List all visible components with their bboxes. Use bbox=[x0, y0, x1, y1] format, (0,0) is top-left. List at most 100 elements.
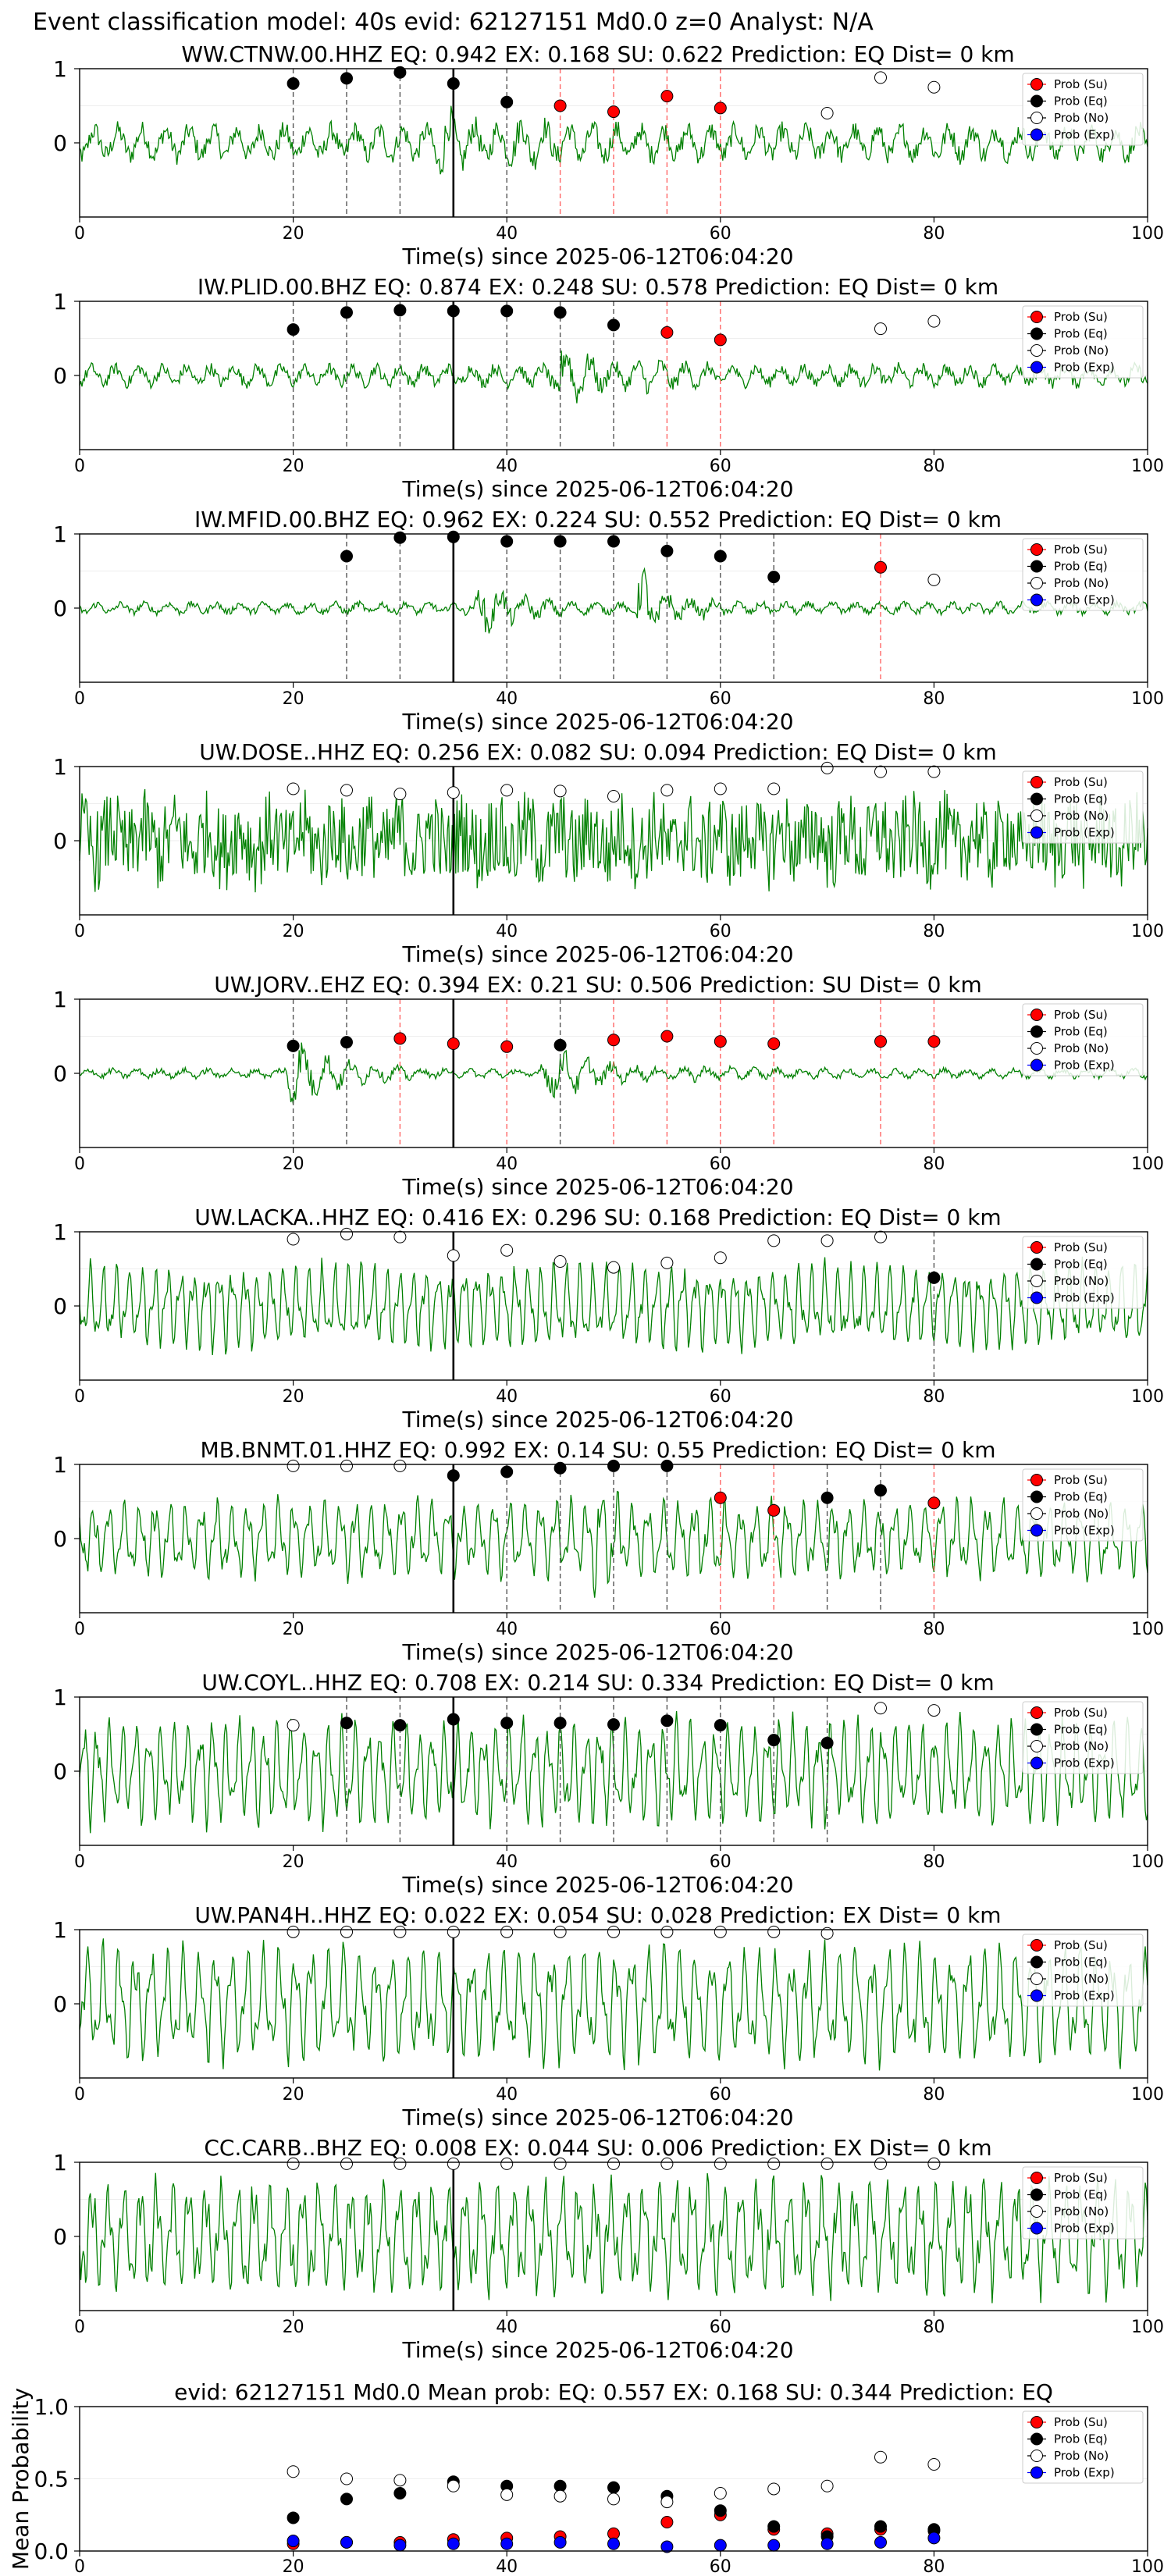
prob-marker-no-5 bbox=[607, 1261, 620, 1274]
prob-marker-su-1 bbox=[714, 333, 727, 347]
prob-marker-eq-2 bbox=[553, 535, 567, 548]
xtick-label-9: 60 bbox=[710, 2318, 731, 2337]
prob-marker-no-7 bbox=[287, 1719, 300, 1732]
prob-marker-no-2 bbox=[927, 573, 941, 586]
panel-4: UW.JORV..EHZ EQ: 0.394 EX: 0.21 SU: 0.50… bbox=[53, 972, 1164, 1200]
prob-marker-eq-7 bbox=[500, 1717, 514, 1730]
legend-marker-no-summary bbox=[1030, 2450, 1043, 2462]
prob-marker-no-5 bbox=[340, 1227, 353, 1240]
prob-marker-su-6 bbox=[767, 1503, 781, 1517]
ytick-label-3: 0 bbox=[53, 828, 67, 854]
prob-marker-no-5 bbox=[660, 1256, 674, 1269]
prob-marker-no-1 bbox=[927, 315, 941, 328]
xtick-label-0: 20 bbox=[283, 224, 304, 244]
waveform-trace-8 bbox=[79, 1938, 1148, 2071]
legend-label-exp-7: Prob (Exp) bbox=[1054, 1756, 1115, 1770]
prob-marker-no-8 bbox=[500, 1925, 514, 1938]
legend-label-exp-3: Prob (Exp) bbox=[1054, 826, 1115, 840]
ytick-label-9: 1 bbox=[53, 2150, 67, 2176]
xtick-label-8: 80 bbox=[923, 2085, 945, 2105]
ytick-label-8: 0 bbox=[53, 1991, 67, 2017]
legend-marker-no-2 bbox=[1030, 577, 1043, 589]
prob-marker-su-4 bbox=[714, 1035, 727, 1048]
legend-label-su-0: Prob (Su) bbox=[1054, 77, 1108, 91]
mean-prob-point-exp bbox=[660, 2540, 674, 2553]
prob-marker-eq-2 bbox=[767, 571, 781, 584]
legend-label-exp-1: Prob (Exp) bbox=[1054, 361, 1115, 375]
prob-marker-eq-6 bbox=[553, 1461, 567, 1475]
xlabel-3: Time(s) since 2025-06-12T06:04:20 bbox=[401, 941, 793, 967]
prob-marker-no-6 bbox=[393, 1459, 407, 1472]
prob-marker-eq-6 bbox=[607, 1459, 620, 1472]
prob-marker-no-9 bbox=[820, 2157, 834, 2170]
legend-marker-su-2 bbox=[1030, 543, 1043, 556]
summary-xtick-label: 0 bbox=[74, 2557, 85, 2576]
prob-marker-no-9 bbox=[553, 2157, 567, 2170]
legend-marker-eq-5 bbox=[1030, 1258, 1043, 1271]
panel-0: WW.CTNW.00.HHZ EQ: 0.942 EX: 0.168 SU: 0… bbox=[53, 41, 1164, 269]
ytick-label-8: 1 bbox=[53, 1917, 67, 1943]
prob-marker-no-8 bbox=[767, 1925, 781, 1938]
prob-marker-eq-6 bbox=[500, 1465, 514, 1478]
prob-marker-su-0 bbox=[660, 90, 674, 103]
ytick-label-6: 0 bbox=[53, 1526, 67, 1552]
prob-marker-no-8 bbox=[820, 1927, 834, 1940]
legend-label-su-1: Prob (Su) bbox=[1054, 310, 1108, 324]
legend-label-no-5: Prob (No) bbox=[1054, 1274, 1109, 1288]
prob-marker-no-5 bbox=[767, 1234, 781, 1247]
summary-ylabel: Mean Probability bbox=[8, 2388, 34, 2570]
legend-label-su-5: Prob (Su) bbox=[1054, 1240, 1108, 1254]
legend-marker-su-summary bbox=[1030, 2416, 1043, 2428]
xtick-label-1: 20 bbox=[283, 457, 304, 476]
legend-marker-exp-0 bbox=[1030, 128, 1043, 141]
xtick-label-7: 0 bbox=[74, 1852, 85, 1872]
mean-prob-point-no bbox=[767, 2482, 781, 2496]
prob-marker-eq-1 bbox=[340, 306, 353, 319]
ytick-label-7: 0 bbox=[53, 1759, 67, 1784]
xtick-label-4: 60 bbox=[710, 1155, 731, 1174]
prob-marker-no-3 bbox=[287, 782, 300, 795]
prob-marker-no-3 bbox=[553, 785, 567, 798]
xtick-label-7: 100 bbox=[1131, 1852, 1164, 1872]
legend-marker-exp-8 bbox=[1030, 1989, 1043, 2002]
xlabel-0: Time(s) since 2025-06-12T06:04:20 bbox=[401, 244, 793, 269]
legend-label-su-3: Prob (Su) bbox=[1054, 775, 1108, 789]
waveform-trace-4 bbox=[79, 1042, 1148, 1105]
prob-marker-no-9 bbox=[767, 2157, 781, 2170]
legend-label-su-4: Prob (Su) bbox=[1054, 1008, 1108, 1022]
xlabel-9: Time(s) since 2025-06-12T06:04:20 bbox=[401, 2337, 793, 2363]
panel-9: CC.CARB..BHZ EQ: 0.008 EX: 0.044 SU: 0.0… bbox=[53, 2135, 1164, 2363]
prob-marker-eq-2 bbox=[340, 550, 353, 563]
xtick-label-4: 20 bbox=[283, 1155, 304, 1174]
prob-marker-eq-1 bbox=[393, 304, 407, 317]
prob-marker-eq-1 bbox=[500, 304, 514, 318]
prob-marker-eq-2 bbox=[660, 544, 674, 557]
mean-prob-point-eq bbox=[767, 2520, 781, 2533]
prob-marker-su-4 bbox=[393, 1032, 407, 1045]
prob-marker-no-7 bbox=[874, 1702, 887, 1715]
prob-marker-no-8 bbox=[714, 1925, 727, 1938]
xtick-label-2: 80 bbox=[923, 689, 945, 709]
legend-marker-no-6 bbox=[1030, 1507, 1043, 1520]
legend-label-su-2: Prob (Su) bbox=[1054, 543, 1108, 557]
mean-prob-point-exp bbox=[553, 2535, 567, 2549]
prob-marker-eq-7 bbox=[447, 1713, 460, 1726]
mean-prob-point-no bbox=[660, 2496, 674, 2509]
ytick-label-6: 1 bbox=[53, 1452, 67, 1478]
legend-label-su-7: Prob (Su) bbox=[1054, 1706, 1108, 1720]
prob-marker-su-0 bbox=[714, 101, 727, 115]
xtick-label-6: 60 bbox=[710, 1620, 731, 1639]
prob-marker-no-9 bbox=[340, 2157, 353, 2170]
xtick-label-3: 0 bbox=[74, 922, 85, 941]
prob-marker-no-9 bbox=[287, 2157, 300, 2170]
panel-title-3: UW.DOSE..HHZ EQ: 0.256 EX: 0.082 SU: 0.0… bbox=[199, 739, 997, 765]
legend-label-exp-8: Prob (Exp) bbox=[1054, 1989, 1115, 2003]
prob-marker-eq-7 bbox=[340, 1717, 353, 1730]
panel-6: MB.BNMT.01.HHZ EQ: 0.992 EX: 0.14 SU: 0.… bbox=[53, 1437, 1164, 1665]
prob-marker-no-3 bbox=[447, 786, 460, 799]
legend-marker-su-3 bbox=[1030, 776, 1043, 788]
mean-prob-point-eq bbox=[874, 2520, 887, 2533]
xtick-label-9: 40 bbox=[496, 2318, 518, 2337]
prob-marker-no-3 bbox=[767, 782, 781, 795]
prob-marker-no-0 bbox=[874, 71, 887, 84]
